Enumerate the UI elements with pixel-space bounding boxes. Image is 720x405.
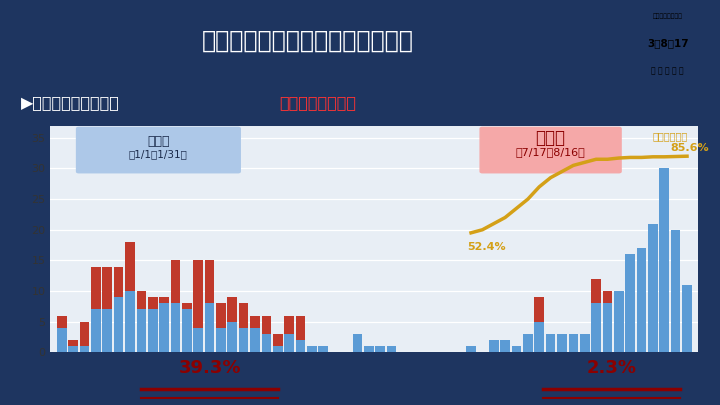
- Bar: [467, 346, 476, 352]
- Bar: [296, 340, 305, 352]
- Bar: [251, 315, 260, 328]
- Bar: [296, 315, 305, 340]
- Bar: [375, 346, 385, 352]
- Bar: [68, 346, 78, 352]
- Bar: [387, 346, 396, 352]
- Text: 3．8．17: 3．8．17: [647, 38, 688, 48]
- Bar: [546, 334, 555, 352]
- Bar: [660, 168, 669, 352]
- Bar: [91, 266, 101, 309]
- Text: ▶陽性者全体における: ▶陽性者全体における: [22, 95, 120, 110]
- Bar: [148, 309, 158, 352]
- Bar: [194, 260, 203, 328]
- Bar: [512, 346, 521, 352]
- Bar: [682, 285, 692, 352]
- Bar: [261, 315, 271, 334]
- Text: （7/17～8/16）: （7/17～8/16）: [516, 147, 585, 157]
- Bar: [182, 303, 192, 309]
- Text: 保 健 予 防 課: 保 健 予 防 課: [652, 67, 684, 76]
- Bar: [534, 322, 544, 352]
- Bar: [273, 334, 283, 346]
- Bar: [557, 334, 567, 352]
- Bar: [216, 303, 226, 328]
- Bar: [194, 328, 203, 352]
- Bar: [636, 248, 647, 352]
- Text: （1/1～1/31）: （1/1～1/31）: [129, 149, 188, 159]
- Bar: [68, 340, 78, 346]
- Text: ６０歳以上の割合: ６０歳以上の割合: [279, 95, 356, 110]
- Bar: [239, 303, 248, 328]
- Bar: [159, 303, 169, 352]
- Bar: [102, 309, 112, 352]
- Bar: [171, 303, 180, 352]
- Bar: [353, 334, 362, 352]
- Bar: [171, 260, 180, 303]
- Bar: [284, 315, 294, 334]
- Bar: [216, 328, 226, 352]
- Bar: [125, 291, 135, 352]
- Bar: [534, 297, 544, 322]
- Bar: [569, 334, 578, 352]
- Bar: [80, 322, 89, 346]
- Text: 85.6%: 85.6%: [670, 143, 708, 153]
- Bar: [137, 309, 146, 352]
- Bar: [91, 309, 101, 352]
- Bar: [251, 328, 260, 352]
- Bar: [318, 346, 328, 352]
- Bar: [603, 303, 612, 352]
- Text: 2.3%: 2.3%: [587, 359, 636, 377]
- Bar: [159, 297, 169, 303]
- FancyBboxPatch shape: [76, 128, 240, 173]
- Bar: [603, 291, 612, 303]
- Bar: [261, 334, 271, 352]
- Bar: [671, 230, 680, 352]
- Bar: [364, 346, 374, 352]
- Text: 第５波: 第５波: [536, 129, 566, 147]
- Bar: [228, 297, 237, 322]
- Text: 39.3%: 39.3%: [179, 359, 240, 377]
- Bar: [284, 334, 294, 352]
- Bar: [626, 254, 635, 352]
- Bar: [114, 297, 123, 352]
- Bar: [307, 346, 317, 352]
- Text: 接種２回完了: 接種２回完了: [653, 131, 688, 141]
- Bar: [500, 340, 510, 352]
- Text: 新型コロナウイルス感染者の状況: 新型コロナウイルス感染者の状況: [202, 28, 414, 53]
- Bar: [57, 328, 66, 352]
- Bar: [80, 346, 89, 352]
- Bar: [204, 303, 215, 352]
- Bar: [125, 242, 135, 291]
- Bar: [137, 291, 146, 309]
- Bar: [591, 279, 601, 303]
- Bar: [148, 297, 158, 309]
- Bar: [204, 260, 215, 303]
- Bar: [614, 291, 624, 352]
- Bar: [648, 224, 658, 352]
- Bar: [489, 340, 499, 352]
- Bar: [580, 334, 590, 352]
- Bar: [102, 266, 112, 309]
- Bar: [114, 266, 123, 297]
- FancyBboxPatch shape: [480, 128, 621, 173]
- Bar: [57, 315, 66, 328]
- Bar: [273, 346, 283, 352]
- Bar: [591, 303, 601, 352]
- Text: 52.4%: 52.4%: [467, 242, 506, 252]
- Bar: [523, 334, 533, 352]
- Bar: [182, 309, 192, 352]
- Text: 第３波: 第３波: [147, 135, 170, 148]
- Text: 市長記者会見資料: 市長記者会見資料: [653, 13, 683, 19]
- Bar: [228, 322, 237, 352]
- Bar: [239, 328, 248, 352]
